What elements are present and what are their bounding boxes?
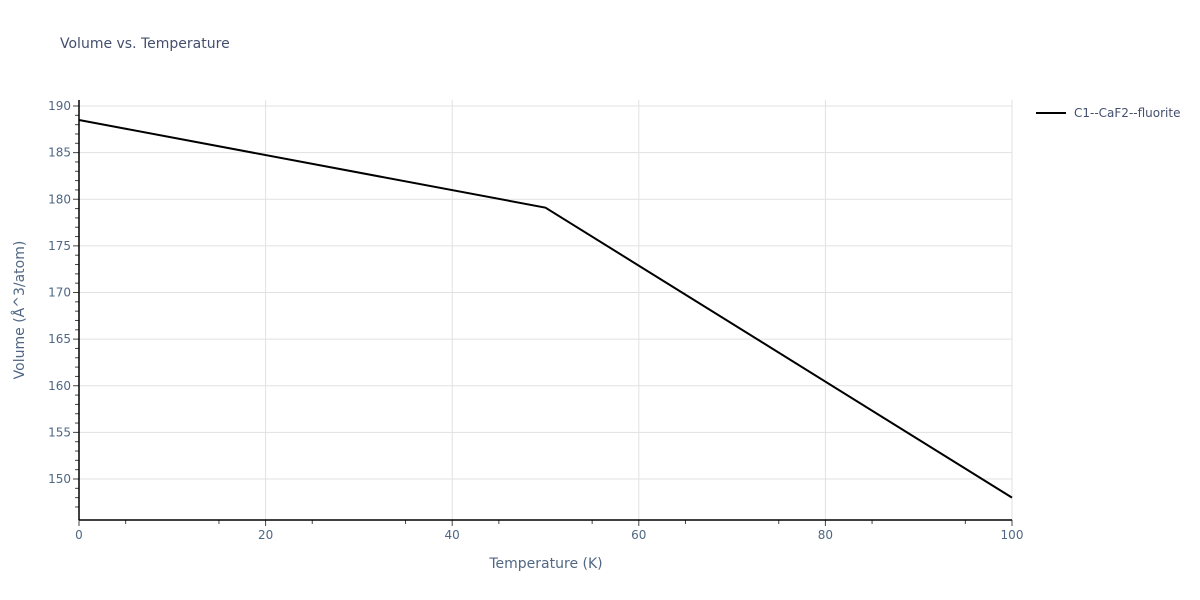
legend[interactable]: C1--CaF2--fluorite (1036, 106, 1180, 120)
x-axis-title: Temperature (K) (488, 556, 602, 572)
y-tick-label: 185 (48, 146, 71, 160)
x-tick-label: 20 (258, 528, 273, 542)
x-tick-label: 40 (445, 528, 460, 542)
y-tick-label: 160 (48, 379, 71, 393)
axes: 0 20 40 60 80 100 150 155 160 165 170 175 180 185 190 (48, 99, 1023, 542)
gridlines (79, 100, 1013, 520)
y-tick-label: 175 (48, 239, 71, 253)
x-tick-label: 0 (75, 528, 83, 542)
x-tick-label: 80 (818, 528, 833, 542)
series-layer (78, 119, 1013, 499)
y-axis-title: Volume (Å^3/atom) (11, 241, 28, 380)
y-tick-label: 190 (48, 99, 71, 113)
y-tick-label: 170 (48, 286, 71, 300)
y-tick-label: 165 (48, 332, 71, 346)
y-tick-label: 180 (48, 192, 71, 206)
y-tick-label: 150 (48, 472, 71, 486)
legend-line-swatch-icon (1036, 112, 1066, 114)
series-line[interactable] (78, 119, 1013, 499)
x-tick-label: 100 (1001, 528, 1024, 542)
x-tick-label: 60 (631, 528, 646, 542)
y-tick-label: 155 (48, 425, 71, 439)
chart-title: Volume vs. Temperature (60, 36, 230, 52)
legend-label: C1--CaF2--fluorite (1074, 106, 1181, 120)
